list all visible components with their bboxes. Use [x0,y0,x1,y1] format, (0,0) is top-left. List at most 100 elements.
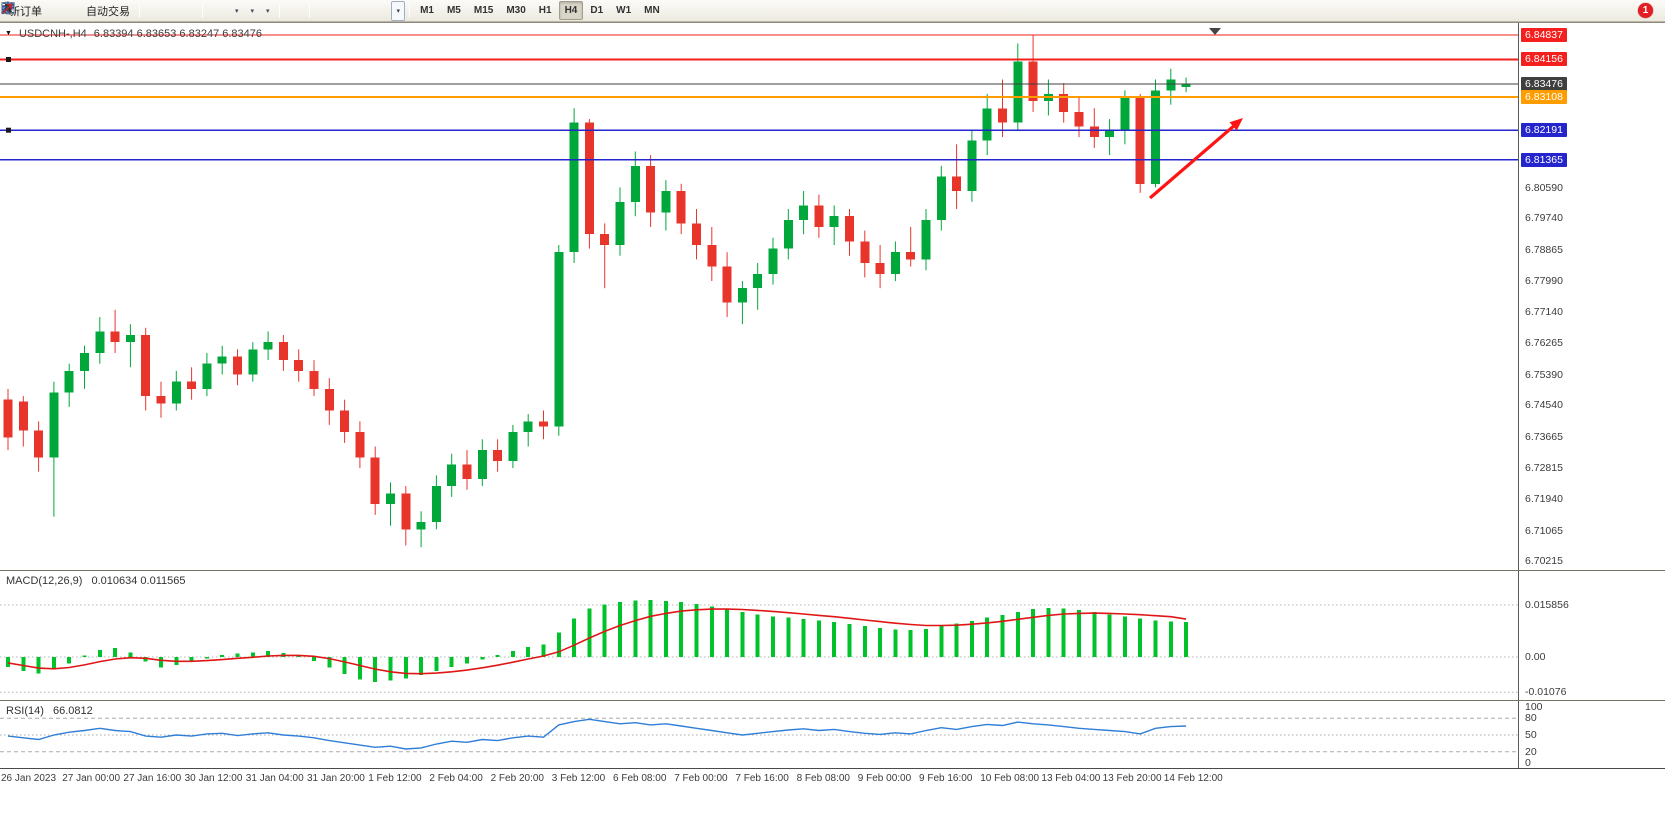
price-tick: 6.74540 [1525,399,1563,412]
toolbar-separator [278,3,280,18]
candlestick-chart-button[interactable] [2,1,165,21]
macd-values: 0.010634 0.011565 [91,575,186,587]
price-badge: 6.83108 [1521,90,1567,105]
timeframe-m30-button[interactable]: M30 [506,5,526,16]
horizontal-line-button[interactable] [1,1,335,21]
time-label: 14 Feb 12:00 [1163,773,1223,784]
notification-badge[interactable]: 1 [1638,3,1653,18]
time-label: 30 Jan 12:00 [184,773,243,784]
one-click-trading-toggle[interactable]: ▼ [5,30,12,37]
macd-canvas[interactable] [0,571,1518,700]
timeframe-h1-button[interactable]: H1 [538,5,552,16]
timeframe-m1-button[interactable]: M1 [420,5,434,16]
toolbar-separator [409,3,411,18]
time-label: 13 Feb 20:00 [1102,773,1162,784]
rsi-tick: 50 [1525,729,1537,741]
rsi-label: RSI(14) 66.0812 [6,705,99,717]
macd-tick: 0.015856 [1525,599,1569,611]
templates-button[interactable]: ▾ [1,1,275,21]
tile-windows-button[interactable] [2,1,228,21]
price-tick: 6.75390 [1525,368,1563,381]
chevron-down-icon: ▾ [235,7,239,15]
zoom-out-button[interactable] [2,1,198,21]
trend-arrow[interactable] [1148,118,1243,200]
line-handle[interactable] [6,57,11,62]
rsi-axis[interactable]: 100 80 50 20 0 [1518,701,1665,768]
price-tick: 6.70215 [1525,555,1563,568]
cursor-button[interactable] [5,1,294,21]
time-label: 13 Feb 04:00 [1041,773,1101,784]
market-watch-button[interactable] [1,1,80,21]
new-chart-button[interactable] [1,1,58,21]
time-label: 7 Feb 16:00 [735,773,789,784]
channel-button[interactable] [1,1,357,21]
chevron-down-icon: ▾ [266,7,270,15]
chart-shift-marker[interactable] [1209,28,1221,35]
arrows-button[interactable]: ▾ [2,0,406,21]
macd-tick: -0.01076 [1525,686,1567,699]
toolbar-separator [139,3,140,18]
bar-chart-button[interactable] [2,1,154,21]
time-label: 9 Feb 16:00 [919,773,973,784]
price-tick: 6.71065 [1525,524,1563,537]
time-axis[interactable]: 26 Jan 2023 27 Jan 00:00 27 Jan 16:00 30 Ja… [0,768,1665,788]
fibonacci-icon [2,3,14,13]
crosshair-button[interactable] [1,1,305,21]
timeframe-mn-button[interactable]: MN [644,5,660,16]
macd-axis[interactable]: 0.015856 0.00 -0.01076 [1518,571,1665,700]
price-tick: 6.80590 [1525,181,1563,194]
time-label: 9 Feb 00:00 [857,773,912,784]
periods-button[interactable]: ▾ [1,1,260,21]
time-label: 27 Jan 00:00 [62,773,121,784]
price-tick: 6.77140 [1525,305,1563,318]
timeframe-m5-button[interactable]: M5 [446,5,461,16]
time-label: 2 Feb 04:00 [429,773,483,784]
timeframe-m15-button[interactable]: M15 [473,5,494,16]
main-chart-canvas[interactable] [0,23,1518,570]
line-handle[interactable] [6,127,11,133]
macd-name: MACD(12,26,9) [6,575,83,587]
price-tick: 6.79740 [1525,212,1563,225]
auto-trading-button-label: 自动交易 [86,5,130,18]
label-button[interactable]: T [1,1,390,21]
time-label: 27 Jan 16:00 [123,773,182,784]
rsi-canvas[interactable] [0,701,1518,768]
line-chart-button[interactable] [1,1,176,21]
timeframe-d1-button[interactable]: D1 [590,5,604,16]
rsi-value: 66.0812 [52,705,93,717]
rsi-line [7,718,1187,750]
price-badge: 6.82191 [1521,123,1567,138]
price-tick: 6.77990 [1525,275,1563,288]
rsi-tick: 0 [1525,757,1531,768]
zoom-in-button[interactable] [2,1,187,21]
auto-trading-button[interactable]: 自动交易 [4,1,135,21]
trendline-button[interactable] [1,1,346,21]
macd-label: MACD(12,26,9) 0.010634 0.011565 [6,575,191,587]
time-label: 31 Jan 20:00 [307,773,365,784]
timeframe-h4-button[interactable]: H4 [558,1,584,20]
price-tick: 6.71940 [1525,493,1563,506]
price-tick: 6.73665 [1525,430,1563,443]
new-order-button-label: 新订单 [9,5,42,18]
vertical-line-button[interactable] [7,1,324,21]
profiles-button[interactable] [1,1,69,21]
main-chart-panel: 6.80590 6.79740 6.78865 6.77990 6.77140 6.762… [0,22,1665,570]
time-label: 7 Feb 00:00 [674,773,728,784]
chevron-down-icon: ▾ [396,7,401,15]
price-tick: 6.76265 [1525,337,1563,350]
indicators-button[interactable] [1,1,217,21]
price-badge: 6.83476 [1521,76,1567,91]
add-chart-button[interactable]: ▾ [1,1,244,21]
price-badge: 6.84156 [1521,52,1567,67]
text-button[interactable]: A [3,1,379,21]
time-label: 1 Feb 12:00 [368,773,422,784]
fibonacci-button[interactable] [2,1,368,21]
toolbar-separator [308,3,310,18]
timeframe-w1-button[interactable]: W1 [616,5,632,16]
candles [3,34,1191,548]
price-axis[interactable]: 6.80590 6.79740 6.78865 6.77990 6.77140 6.762… [1518,23,1665,570]
chart-ohlc-values: 6.83394 6.83653 6.83247 6.83476 [93,28,262,40]
toolbar: 新订单 自动交易 ▾ ▾ ▾ A T ▾ M1 M5 M15 M30 H1 H4 D1 W1 MN [0,0,1665,22]
time-label: 31 Jan 04:00 [245,773,304,784]
